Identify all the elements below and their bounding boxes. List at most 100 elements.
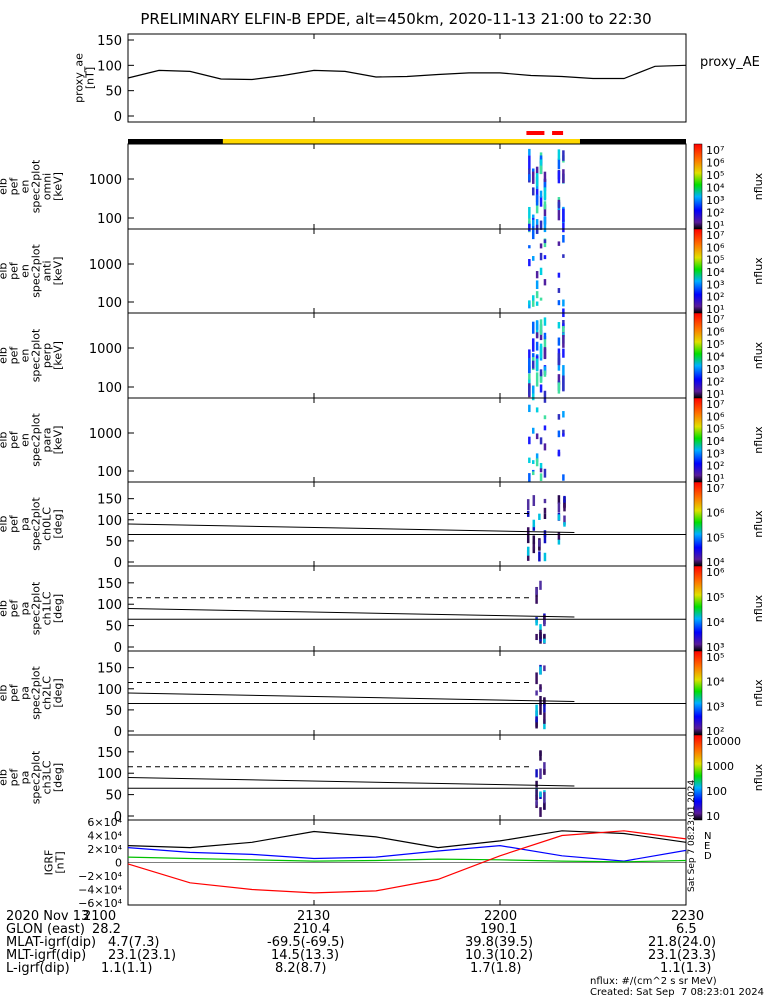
spectrogram-perp-cbar-tick-5: 10² [706, 376, 724, 389]
pitch-angle-ch2-cell [539, 703, 542, 715]
spectrogram-anti-ytick-1: 100 [97, 296, 122, 311]
spectrogram-omni-cell [528, 206, 531, 219]
pitch-angle-ch1-cbar-label: nflux [752, 594, 765, 622]
spectrogram-para-cell [531, 460, 535, 464]
pitch-angle-ch0-cell [543, 513, 547, 520]
spectrogram-para-ylabel-line-3: spec2plot [30, 413, 43, 467]
spectrogram-perp-cell [557, 374, 561, 385]
pitch-angle-ch1-ytick-3: 0 [114, 641, 122, 656]
spectrogram-omni-cbar-tick-1: 10⁶ [706, 157, 725, 170]
spectrogram-para-cell [539, 437, 543, 445]
proxy-ae-ylabel-line-0: proxy_ae [73, 53, 86, 103]
footer-glon-c2: 190.1 [480, 922, 518, 937]
spectrogram-omni-cell [535, 201, 539, 214]
spectrogram-perp-cell [535, 372, 539, 387]
spectrogram-omni-cbar-tick-4: 10³ [706, 194, 724, 207]
pitch-angle-ch2-ylabel-line-2: pa [19, 686, 32, 700]
pitch-angle-ch0-data-cells [526, 495, 566, 562]
pitch-angle-ch2-ylabel-line-5: [deg] [52, 678, 65, 707]
pitch-angle-ch0-cell [543, 552, 547, 562]
spectrogram-perp-cell [531, 385, 535, 394]
pitch-angle-ch2-cbar-tick-3: 10² [706, 725, 724, 738]
pitch-angle-ch0-cbar-label: nflux [752, 510, 765, 538]
pitch-angle-ch3-cbar-tick-1: 1000 [706, 760, 734, 773]
spectrogram-perp-cell [557, 322, 561, 329]
footer-date-c3: 2230 [671, 909, 705, 924]
pitch-angle-ch3-cbar-label: nflux [752, 763, 765, 791]
spectrogram-perp-cell [562, 326, 565, 333]
pitch-angle-ch0-ytick-1: 100 [97, 514, 122, 529]
spectrogram-para-cell [557, 414, 561, 420]
pitch-angle-ch0-ylabel-line-5: [deg] [52, 509, 65, 538]
pitch-angle-ch2-cell [535, 704, 538, 717]
spectrogram-para-ylabel-line-4: para [41, 428, 54, 453]
proxy-ae-ytick-3: 0 [114, 110, 122, 125]
spectrogram-anti-cell [528, 301, 531, 309]
pitch-angle-ch1-loss-cone-line [127, 608, 575, 618]
spectrogram-perp-cell [557, 382, 561, 394]
footer-label-lshell: L-igrf(dip) [6, 961, 70, 976]
pitch-angle-ch3-cell [543, 762, 546, 774]
spectrogram-perp-cell [539, 329, 543, 341]
pitch-angle-ch0-cell [532, 519, 536, 528]
spectrogram-para-cell [539, 468, 543, 473]
spectrogram-anti-cell [535, 280, 539, 290]
spectrogram-para-data-cells [528, 404, 565, 483]
spectrogram-para-cell [531, 427, 535, 434]
spectrogram-para-cbar-tick-2: 10⁵ [706, 423, 724, 436]
pitch-angle-ch0-cbar-tick-0: 10⁷ [706, 482, 724, 495]
pitch-angle-ch2-cell [539, 666, 542, 675]
pitch-angle-ch1-cbar-tick-0: 10⁶ [706, 566, 725, 579]
spectrogram-omni-cbar-tick-5: 10² [706, 207, 724, 220]
spectrogram-perp-cbar-tick-6: 10¹ [706, 388, 724, 401]
spectrogram-anti-cell [557, 241, 561, 246]
footer-mlt-c2: 10.3(10.2) [465, 948, 534, 963]
pitch-angle-ch3-cell [539, 751, 542, 761]
spectrogram-perp-cell [543, 332, 547, 340]
spectrogram-perp-cell [543, 348, 547, 360]
pitch-angle-ch3-cell [543, 769, 546, 775]
spectrogram-para-cell [543, 468, 547, 478]
spectrogram-perp-cbar-tick-3: 10⁴ [706, 351, 725, 364]
pitch-angle-ch0-cell [557, 495, 561, 504]
spectrogram-omni-cbar-tick-2: 10⁵ [706, 169, 724, 182]
spectrogram-omni-cell [539, 159, 543, 170]
spectrogram-perp-data-cells [528, 317, 565, 403]
pitch-angle-ch2-ylabel-line-3: spec2plot [30, 666, 43, 720]
pitch-angle-ch0-cell [538, 539, 541, 547]
spectrogram-para-cell [562, 411, 565, 418]
pitch-angle-ch0-cell [538, 551, 541, 562]
proxy-ae-series-line [127, 64, 687, 81]
spectrogram-para-ylabel-line-5: [keV] [52, 426, 65, 455]
spectrogram-omni-cell [543, 216, 547, 233]
spectrogram-anti-colorbar [693, 228, 703, 314]
pitch-angle-ch3-cell [543, 801, 546, 810]
pitch-angle-ch3-cell [535, 769, 538, 778]
spectrogram-omni-cell [557, 158, 561, 170]
igrf-ylabel-line-1: [nT] [54, 851, 67, 873]
pitch-angle-ch0-cell [557, 502, 561, 513]
spectrogram-perp-cell [528, 378, 531, 388]
footer-label-glon: GLON (east) [6, 922, 85, 937]
spectrogram-anti-ylabel-line-1: pef [8, 261, 21, 280]
spectrogram-para-cell [543, 425, 547, 431]
spectrogram-omni-cbar-tick-3: 10⁴ [706, 182, 725, 195]
pitch-angle-ch0-frame [127, 481, 687, 567]
spectrogram-omni-cell [535, 194, 539, 206]
igrf-ytick-1: 4×10⁴ [87, 830, 122, 843]
spectrogram-omni-cell [539, 155, 543, 163]
pitch-angle-ch0-cell [538, 513, 541, 520]
spectrogram-anti-cell [535, 271, 539, 279]
proxy-ae-ytick-2: 50 [105, 85, 122, 100]
spectrogram-para-cell [528, 404, 531, 413]
footer-label-mlat: MLAT-igrf(dip) [6, 935, 97, 950]
pitch-angle-ch2-cbar-label: nflux [752, 679, 765, 707]
pitch-angle-ch0-cell [526, 499, 530, 511]
pitch-angle-ch1-ylabel-line-4: ch1LC [41, 591, 54, 625]
spectrogram-para-cell [557, 449, 561, 457]
spectrogram-perp-cell [562, 334, 565, 348]
spectrogram-anti-ylabel-line-2: en [19, 264, 32, 278]
pitch-angle-ch0-ytick-2: 50 [105, 535, 122, 550]
spectrogram-anti-cell [531, 300, 535, 307]
spectrogram-anti-cell [539, 297, 543, 301]
